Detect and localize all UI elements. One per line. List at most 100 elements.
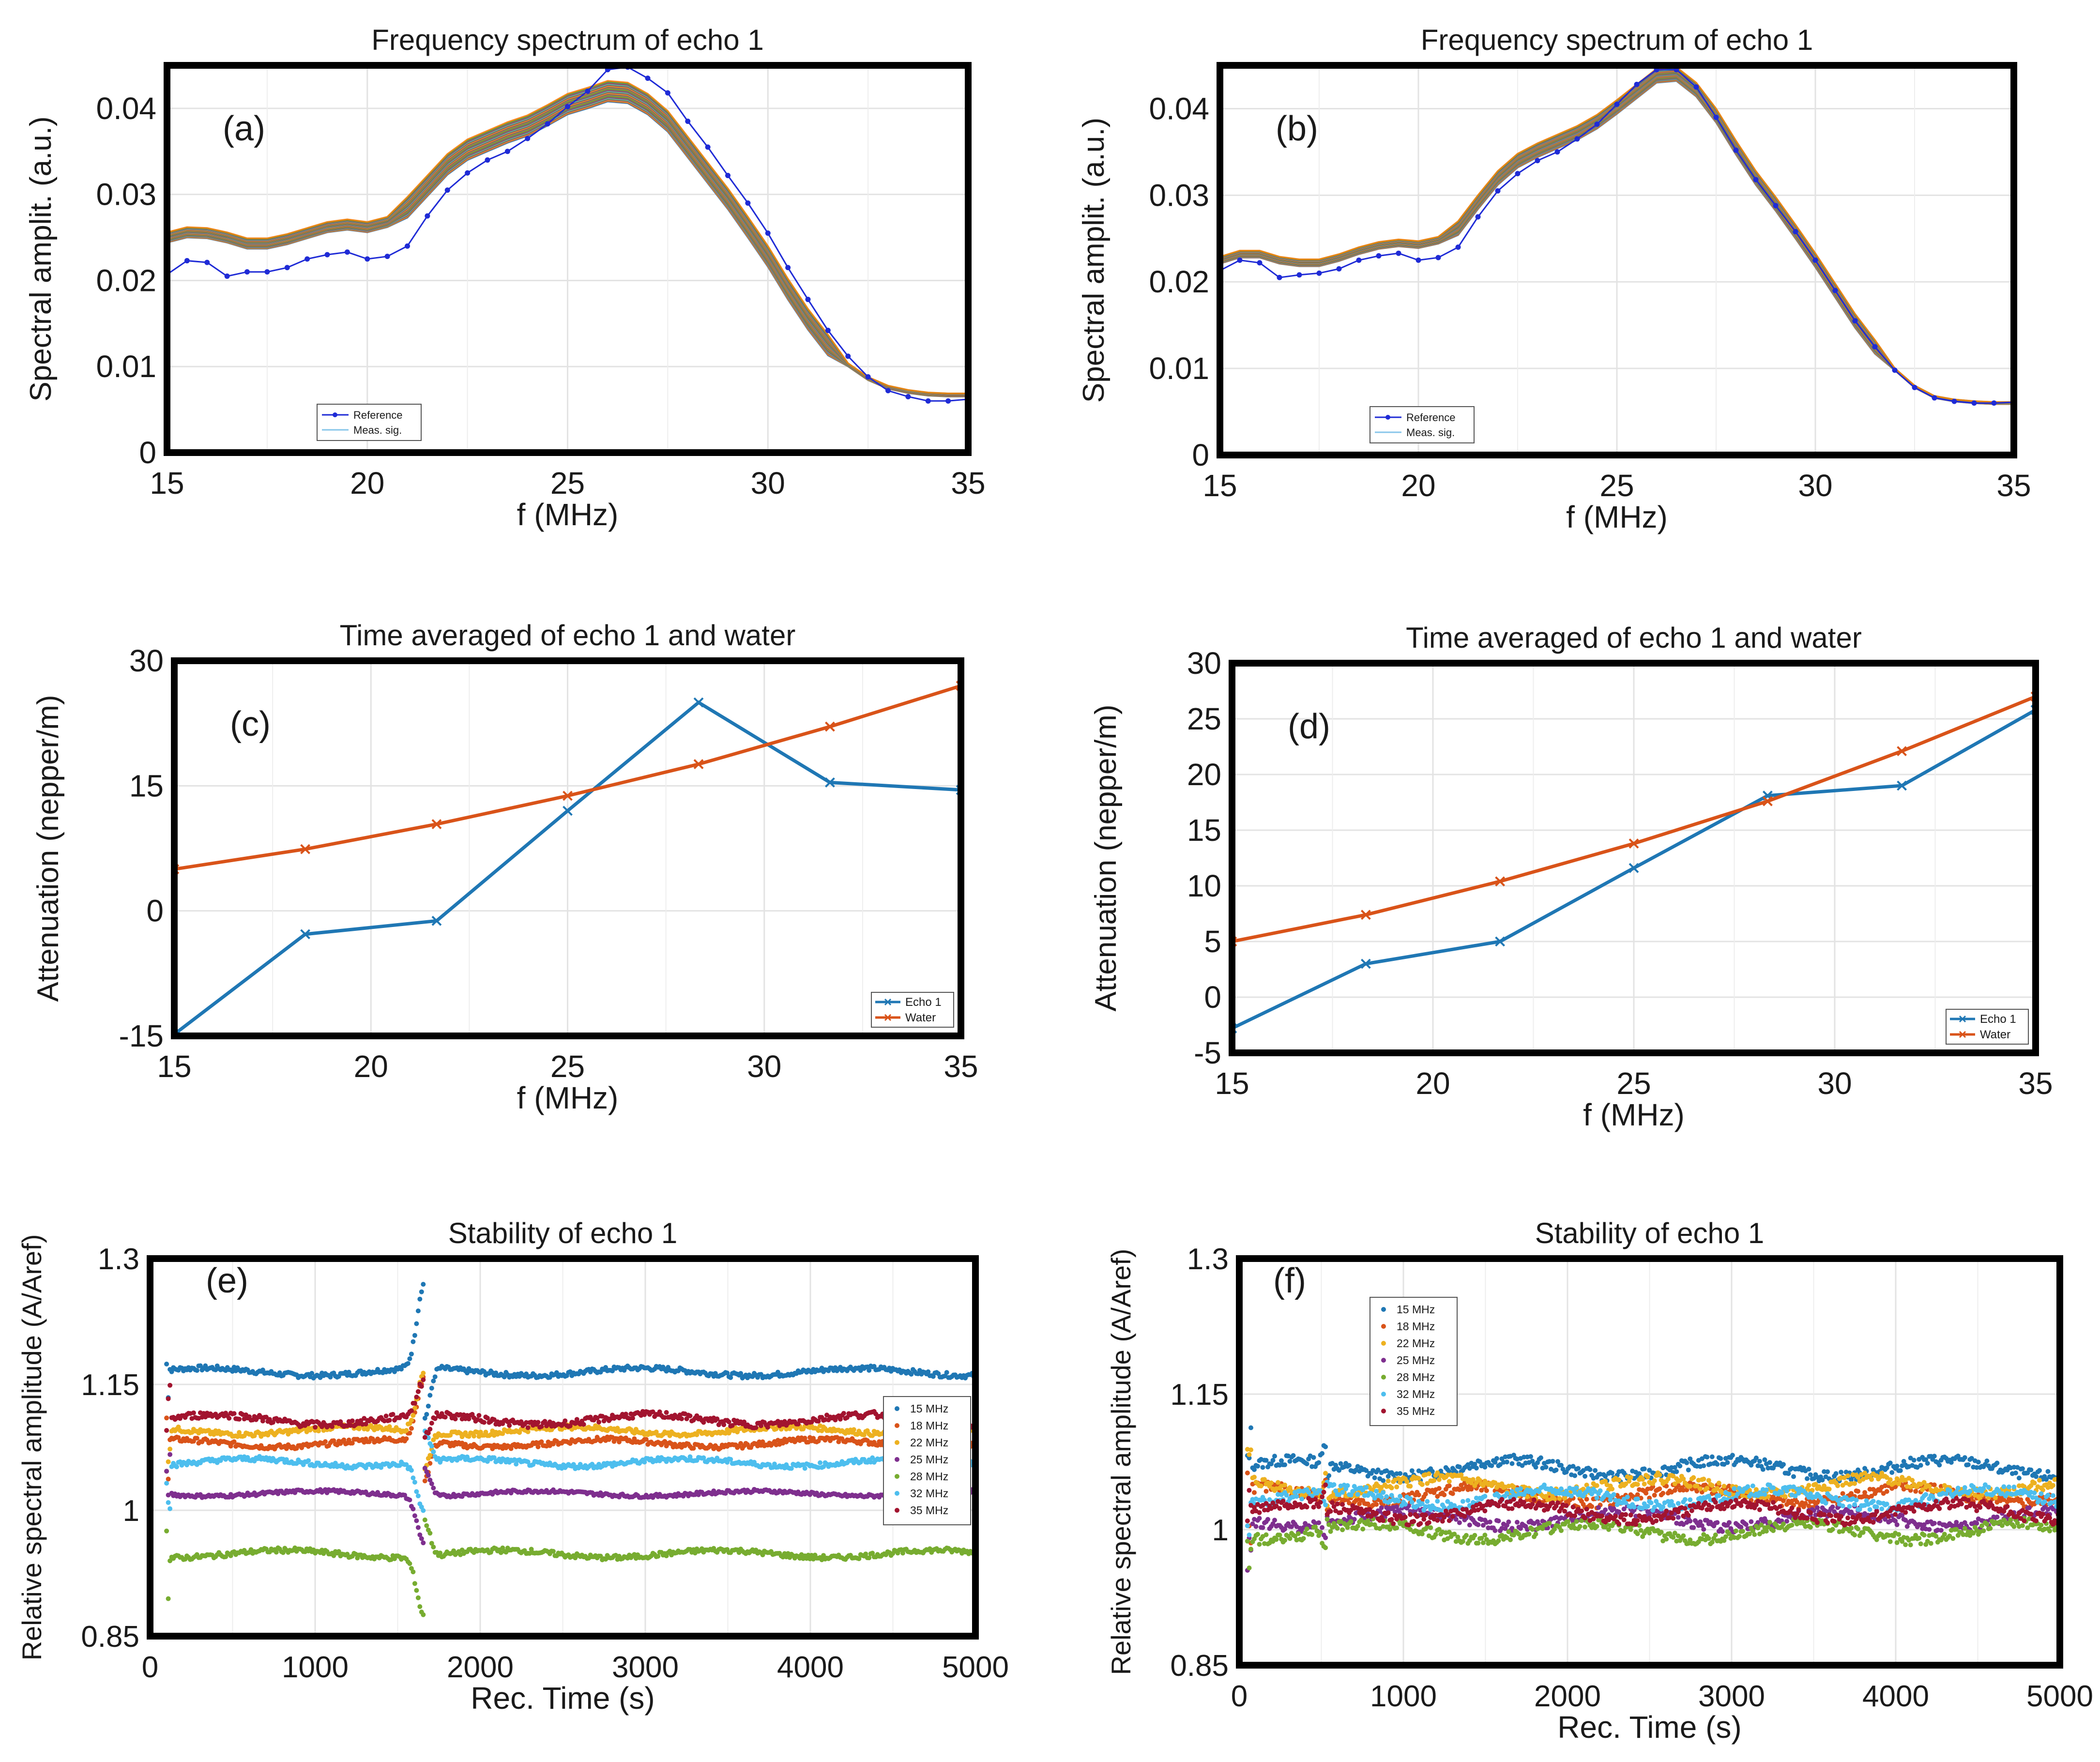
data-point bbox=[1543, 1464, 1549, 1470]
reference-point bbox=[785, 265, 791, 271]
y-tick-label: 0.01 bbox=[96, 349, 156, 384]
data-point bbox=[411, 1569, 416, 1575]
x-tick-label: 30 bbox=[747, 1049, 781, 1084]
data-point bbox=[429, 1385, 434, 1391]
data-point bbox=[387, 1417, 392, 1423]
data-point bbox=[1901, 1458, 1906, 1464]
data-point bbox=[1252, 1467, 1257, 1472]
data-point bbox=[1840, 1491, 1845, 1496]
x-tick-label: 25 bbox=[550, 466, 585, 501]
data-point bbox=[571, 1462, 576, 1467]
data-point bbox=[524, 1420, 529, 1425]
data-point bbox=[429, 1443, 434, 1449]
data-point bbox=[419, 1289, 424, 1294]
data-point bbox=[429, 1421, 434, 1426]
chart-e: 0 1000 2000 3000 4000 50000.8511.151.3Stabili… bbox=[16, 1217, 1009, 1716]
data-point bbox=[1459, 1472, 1464, 1477]
legend-label: Echo 1 bbox=[905, 996, 942, 1009]
data-point bbox=[1385, 1478, 1391, 1484]
data-point bbox=[1937, 1462, 1942, 1468]
reference-point bbox=[1634, 81, 1640, 87]
data-point bbox=[1911, 1458, 1917, 1463]
data-point bbox=[657, 1409, 662, 1414]
data-point bbox=[1664, 1484, 1669, 1489]
data-point bbox=[738, 1441, 744, 1446]
data-point bbox=[1701, 1463, 1706, 1468]
reference-point bbox=[1733, 147, 1739, 153]
x-tick-label: 35 bbox=[1996, 468, 2031, 503]
data-point bbox=[1765, 1465, 1771, 1471]
data-point bbox=[1287, 1458, 1293, 1464]
data-point bbox=[415, 1493, 421, 1499]
data-point bbox=[363, 1421, 368, 1427]
x-tick-label: 2000 bbox=[447, 1651, 514, 1684]
x-axis-label: f (MHz) bbox=[517, 1080, 619, 1115]
data-point bbox=[1647, 1468, 1652, 1473]
data-point bbox=[1495, 876, 1506, 887]
data-point bbox=[1260, 1465, 1265, 1470]
data-point bbox=[567, 1423, 573, 1428]
data-point bbox=[1672, 1465, 1677, 1470]
measured-signal-line bbox=[1220, 66, 2014, 403]
x-tick-label: 35 bbox=[951, 466, 985, 501]
data-point bbox=[900, 1550, 905, 1556]
data-point bbox=[194, 1368, 199, 1373]
data-point bbox=[1309, 1464, 1315, 1469]
x-tick-label: 4000 bbox=[777, 1651, 844, 1684]
data-point bbox=[426, 1473, 431, 1478]
y-tick-label: 0.85 bbox=[1170, 1649, 1229, 1683]
legend-label-measured: Meas. sig. bbox=[1406, 426, 1455, 439]
data-point bbox=[481, 1420, 487, 1425]
chart-title: Stability of echo 1 bbox=[448, 1217, 678, 1249]
data-point bbox=[414, 1588, 419, 1593]
legend-marker bbox=[1959, 1031, 1966, 1038]
data-point bbox=[1583, 1473, 1588, 1479]
data-point bbox=[1820, 1477, 1825, 1483]
data-point bbox=[1360, 958, 1371, 969]
data-point bbox=[642, 1459, 647, 1465]
x-tick-label: 20 bbox=[350, 466, 384, 501]
data-point bbox=[412, 1513, 417, 1519]
data-point bbox=[421, 1540, 426, 1546]
data-point bbox=[1932, 1454, 1937, 1459]
data-point bbox=[1674, 1469, 1679, 1474]
data-point bbox=[1635, 1492, 1640, 1497]
reference-point bbox=[1336, 266, 1342, 272]
data-point bbox=[1304, 1461, 1309, 1467]
data-point bbox=[1869, 1493, 1874, 1499]
data-point bbox=[1528, 1454, 1533, 1459]
data-point bbox=[1884, 1465, 1889, 1471]
data-point bbox=[431, 819, 442, 829]
data-point bbox=[227, 1415, 232, 1421]
data-point bbox=[1457, 1464, 1462, 1470]
reference-point bbox=[805, 297, 811, 303]
data-point bbox=[563, 805, 573, 816]
data-point bbox=[300, 844, 310, 854]
data-point bbox=[412, 1581, 417, 1586]
x-tick-label: 30 bbox=[751, 466, 785, 501]
data-point bbox=[387, 1424, 392, 1429]
data-point bbox=[1269, 1480, 1274, 1486]
y-tick-label: 1 bbox=[123, 1494, 139, 1528]
plot-content bbox=[1245, 1425, 2060, 1573]
reference-point bbox=[1594, 122, 1600, 127]
legend-marker bbox=[884, 1014, 892, 1021]
data-point bbox=[166, 1476, 171, 1482]
x-tick-label: 25 bbox=[1599, 468, 1634, 503]
y-tick-label: 1.3 bbox=[1187, 1243, 1229, 1276]
data-point bbox=[1252, 1490, 1257, 1495]
data-point bbox=[684, 1416, 689, 1421]
reference-point bbox=[765, 230, 771, 236]
data-point bbox=[1969, 1456, 1974, 1461]
data-point bbox=[1628, 863, 1639, 873]
chart-title: Time averaged of echo 1 and water bbox=[1406, 622, 1862, 654]
data-point bbox=[1581, 1487, 1586, 1492]
data-point bbox=[167, 1558, 173, 1564]
legend-label: 32 MHz bbox=[910, 1487, 948, 1500]
data-point bbox=[427, 1393, 433, 1398]
data-point bbox=[286, 1431, 291, 1437]
legend-label: 35 MHz bbox=[910, 1504, 948, 1517]
data-point bbox=[1913, 1489, 1918, 1494]
